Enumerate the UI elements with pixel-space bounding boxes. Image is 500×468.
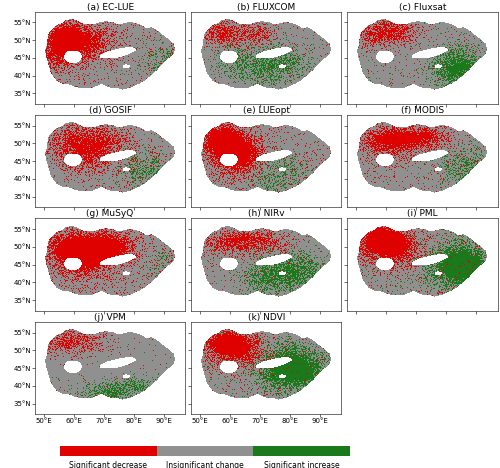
Title: (a) EC-LUE: (a) EC-LUE	[86, 3, 134, 12]
Title: (h) NIRv: (h) NIRv	[248, 209, 284, 219]
Title: (e) LUEopt: (e) LUEopt	[243, 106, 290, 115]
Title: (k) NDVI: (k) NDVI	[248, 313, 285, 322]
Title: (j) VPM: (j) VPM	[94, 313, 126, 322]
Text: Significant increase: Significant increase	[264, 461, 340, 468]
Title: (c) Fluxsat: (c) Fluxsat	[398, 3, 446, 12]
Title: (f) MODIS: (f) MODIS	[401, 106, 444, 115]
Title: (g) MuSyQ: (g) MuSyQ	[86, 209, 134, 219]
Bar	[60, 446, 156, 456]
Bar	[156, 446, 254, 456]
Title: (d) GOSIF: (d) GOSIF	[88, 106, 132, 115]
Title: (i) PML: (i) PML	[407, 209, 438, 219]
Bar	[254, 446, 350, 456]
Title: (b) FLUXCOM: (b) FLUXCOM	[237, 3, 296, 12]
Text: Significant decrease: Significant decrease	[70, 461, 148, 468]
Text: Insignificant change: Insignificant change	[166, 461, 244, 468]
